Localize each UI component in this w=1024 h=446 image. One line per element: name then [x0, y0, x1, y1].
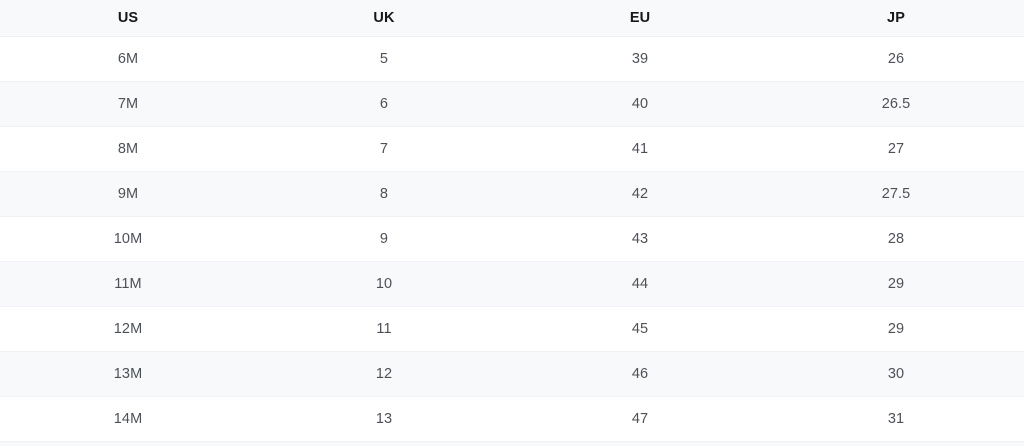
table-header-row: US UK EU JP — [0, 0, 1024, 37]
cell-eu: 40 — [512, 81, 768, 127]
cell-us: 11M — [0, 261, 256, 307]
cell-us: 10M — [0, 216, 256, 262]
cell-jp: 27 — [768, 126, 1024, 172]
cell-eu: 46 — [512, 351, 768, 397]
table-row: 9M 8 42 27.5 — [0, 171, 1024, 217]
column-header-jp[interactable]: JP — [768, 0, 1024, 37]
column-header-eu[interactable]: EU — [512, 0, 768, 37]
cell-uk: 9 — [256, 216, 512, 262]
cell-jp: 26 — [768, 36, 1024, 82]
table-row: 7M 6 40 26.5 — [0, 81, 1024, 127]
cell-us: 8M — [0, 126, 256, 172]
table-body: 6M 5 39 26 7M 6 40 26.5 8M 7 41 27 9M 8 … — [0, 36, 1024, 442]
table-row: 12M 11 45 29 — [0, 306, 1024, 352]
cell-jp: 30 — [768, 351, 1024, 397]
table-row: 8M 7 41 27 — [0, 126, 1024, 172]
cell-us: 7M — [0, 81, 256, 127]
cell-eu: 39 — [512, 36, 768, 82]
table-row: 6M 5 39 26 — [0, 36, 1024, 82]
cell-us: 12M — [0, 306, 256, 352]
column-header-uk[interactable]: UK — [256, 0, 512, 37]
cell-us: 13M — [0, 351, 256, 397]
table-row: 11M 10 44 29 — [0, 261, 1024, 307]
cell-eu: 42 — [512, 171, 768, 217]
cell-jp: 29 — [768, 261, 1024, 307]
cell-jp: 26.5 — [768, 81, 1024, 127]
cell-eu: 44 — [512, 261, 768, 307]
cell-eu: 45 — [512, 306, 768, 352]
cell-jp: 29 — [768, 306, 1024, 352]
cell-jp: 31 — [768, 396, 1024, 442]
cell-uk: 11 — [256, 306, 512, 352]
cell-uk: 10 — [256, 261, 512, 307]
table-row: 14M 13 47 31 — [0, 396, 1024, 442]
cell-uk: 5 — [256, 36, 512, 82]
cell-eu: 47 — [512, 396, 768, 442]
table-row: 10M 9 43 28 — [0, 216, 1024, 262]
cell-jp: 27.5 — [768, 171, 1024, 217]
cell-us: 9M — [0, 171, 256, 217]
table-bottom-stripe — [0, 442, 1024, 446]
cell-uk: 13 — [256, 396, 512, 442]
cell-eu: 43 — [512, 216, 768, 262]
cell-us: 14M — [0, 396, 256, 442]
cell-uk: 8 — [256, 171, 512, 217]
cell-uk: 12 — [256, 351, 512, 397]
cell-jp: 28 — [768, 216, 1024, 262]
cell-uk: 6 — [256, 81, 512, 127]
cell-us: 6M — [0, 36, 256, 82]
column-header-us[interactable]: US — [0, 0, 256, 37]
table-header: US UK EU JP — [0, 0, 1024, 37]
table-row: 13M 12 46 30 — [0, 351, 1024, 397]
cell-eu: 41 — [512, 126, 768, 172]
cell-uk: 7 — [256, 126, 512, 172]
